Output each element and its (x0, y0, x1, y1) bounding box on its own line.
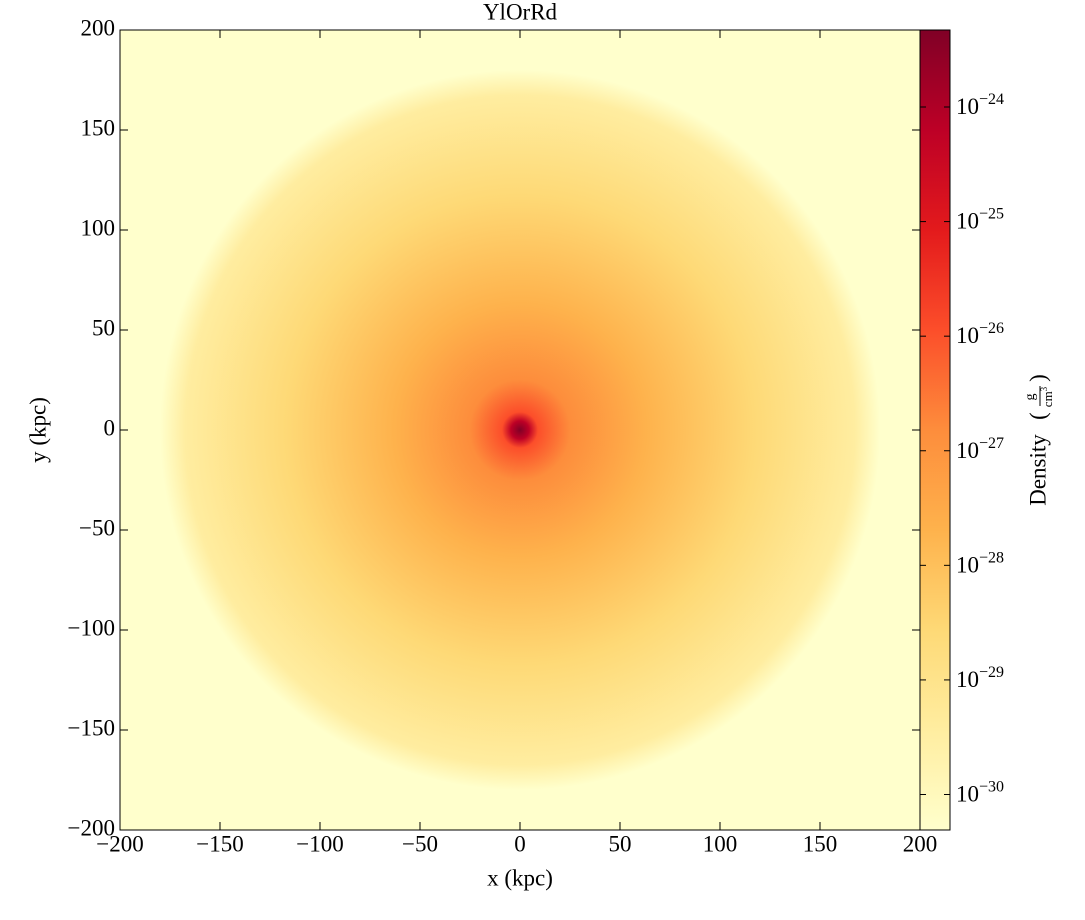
colorbar-units-num: g (1023, 394, 1038, 401)
colorbar-tick-label: 10−29 (956, 664, 1004, 693)
x-tick-label: −50 (402, 831, 438, 856)
x-tick-label: −200 (96, 831, 143, 856)
x-tick-label: 50 (609, 831, 632, 856)
y-tick-label: −150 (68, 715, 115, 740)
y-tick-label: 100 (81, 215, 116, 240)
colorbar-units-den: cm3 (1039, 386, 1055, 407)
y-axis-label: y (kpc) (25, 397, 50, 463)
x-tick-label: −150 (196, 831, 243, 856)
colorbar-tick-label: 10−26 (956, 320, 1004, 349)
density-field (120, 30, 920, 830)
colorbar-tick-label: 10−28 (956, 549, 1004, 578)
colorbar-paren: ( (1025, 412, 1050, 420)
y-tick-label: 200 (81, 15, 116, 40)
y-tick-label: −50 (79, 515, 115, 540)
colorbar-tick-label: 10−30 (956, 778, 1004, 807)
y-tick-label: 150 (81, 115, 116, 140)
colorbar-label-group: Density ( g cm3) (1023, 374, 1055, 506)
colorbar-label: Density (1025, 434, 1050, 506)
x-tick-label: 100 (703, 831, 738, 856)
y-tick-label: −100 (68, 615, 115, 640)
x-tick-label: 150 (803, 831, 838, 856)
chart-title: YlOrRd (483, 0, 558, 24)
y-tick-label: 50 (92, 315, 115, 340)
x-tick-label: −100 (296, 831, 343, 856)
colorbar-tick-label: 10−24 (956, 91, 1004, 120)
colorbar (920, 30, 950, 830)
colorbar-tick-label: 10−25 (956, 205, 1004, 234)
x-tick-label: 0 (514, 831, 526, 856)
colorbar-paren: ) (1025, 374, 1050, 382)
y-tick-label: −200 (68, 815, 115, 840)
colorbar-tick-label: 10−27 (956, 434, 1004, 463)
y-tick-label: 0 (104, 415, 116, 440)
x-tick-label: 200 (903, 831, 938, 856)
x-axis-label: x (kpc) (487, 865, 553, 890)
